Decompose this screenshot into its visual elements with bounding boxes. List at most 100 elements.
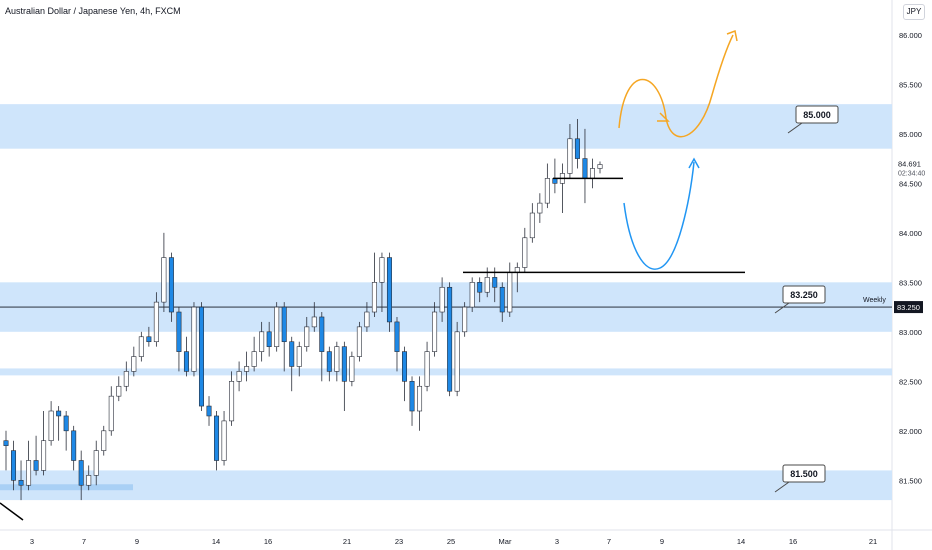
support-zone-small <box>0 484 133 491</box>
candle <box>153 301 159 343</box>
candle <box>582 158 588 179</box>
y-tick-label: 82.500 <box>899 377 922 386</box>
candle <box>11 450 17 481</box>
candle <box>266 331 272 347</box>
x-tick-label: 3 <box>555 537 559 546</box>
candle <box>454 331 460 392</box>
candle <box>499 286 505 313</box>
candle <box>326 351 332 372</box>
candle <box>131 356 137 372</box>
x-tick-label: 16 <box>789 537 797 546</box>
y-tick-label: 83.500 <box>899 278 922 287</box>
candle <box>544 178 550 204</box>
candle <box>93 450 99 476</box>
x-tick-label: 14 <box>737 537 745 546</box>
candle <box>146 336 152 343</box>
candle <box>221 420 227 461</box>
callout-pointer <box>774 481 790 493</box>
candle <box>251 351 257 367</box>
candle <box>507 272 513 313</box>
x-tick-label: 3 <box>30 537 34 546</box>
orange-projection-path <box>618 34 734 138</box>
candle <box>537 202 543 214</box>
x-tick-label: 7 <box>82 537 86 546</box>
x-tick-label: 14 <box>212 537 220 546</box>
candle <box>522 237 528 268</box>
candle <box>589 168 595 179</box>
candle <box>71 430 77 461</box>
candle <box>296 346 302 367</box>
candle <box>417 385 423 412</box>
candle <box>236 371 242 382</box>
support-zone-3 <box>0 470 892 501</box>
candle <box>492 277 498 288</box>
x-tick-label: 25 <box>447 537 455 546</box>
candle <box>56 410 62 417</box>
candle <box>229 381 235 422</box>
bar-countdown-label: 02:34:40 <box>898 170 925 177</box>
candle <box>18 480 24 486</box>
candle <box>379 257 385 283</box>
candle <box>108 395 114 432</box>
zone-callout-label: 85.000 <box>803 110 831 120</box>
candle <box>319 316 325 352</box>
candle <box>394 321 400 352</box>
candle <box>101 430 107 451</box>
candle <box>214 415 220 461</box>
candle <box>183 351 189 372</box>
y-tick-label: 81.500 <box>899 476 922 485</box>
support-zone-0 <box>0 104 892 149</box>
candle <box>311 316 317 328</box>
y-tick-label: 84.500 <box>899 179 922 188</box>
candle <box>439 286 445 313</box>
candle <box>574 138 580 159</box>
zone-callout-box <box>782 285 826 304</box>
candle <box>138 336 144 357</box>
candle <box>334 346 340 372</box>
weekly-price-tag <box>894 301 923 314</box>
candle <box>597 164 603 169</box>
x-tick-label: Mar <box>499 537 512 546</box>
candle <box>123 371 129 387</box>
candle <box>3 440 9 446</box>
y-tick-label: 85.000 <box>899 130 922 139</box>
candle <box>259 331 265 352</box>
candle <box>63 415 69 432</box>
candle <box>529 212 535 239</box>
candle <box>447 286 453 392</box>
candle <box>161 257 167 303</box>
candle <box>191 306 197 372</box>
candle <box>48 410 54 442</box>
blue-projection-path <box>623 161 695 270</box>
candle <box>33 460 39 471</box>
x-tick-label: 9 <box>660 537 664 546</box>
candle <box>477 282 483 293</box>
candle <box>409 381 415 412</box>
candle <box>484 277 490 293</box>
candle <box>116 385 122 397</box>
candle <box>78 460 84 486</box>
candle <box>274 306 280 347</box>
candle <box>244 366 250 372</box>
candle <box>424 351 430 387</box>
zone-callout-box <box>795 105 839 124</box>
blue-arrow-head <box>688 157 700 169</box>
candle <box>462 306 468 333</box>
x-tick-label: 21 <box>343 537 351 546</box>
currency-button[interactable]: JPY <box>903 4 925 20</box>
candle <box>341 346 347 382</box>
x-tick-label: 23 <box>395 537 403 546</box>
callout-pointer <box>774 302 790 314</box>
x-tick-label: 21 <box>869 537 877 546</box>
candle <box>281 306 287 343</box>
candle <box>402 351 408 382</box>
orange-turn-mark <box>657 112 670 122</box>
chart-title: Australian Dollar / Japanese Yen, 4h, FX… <box>5 6 181 16</box>
weekly-price-tag-label: 83.250 <box>897 303 920 312</box>
candle <box>198 306 204 407</box>
candle <box>364 311 370 328</box>
x-tick-label: 16 <box>264 537 272 546</box>
zone-callout-label: 83.250 <box>790 290 818 300</box>
candle <box>168 257 174 313</box>
